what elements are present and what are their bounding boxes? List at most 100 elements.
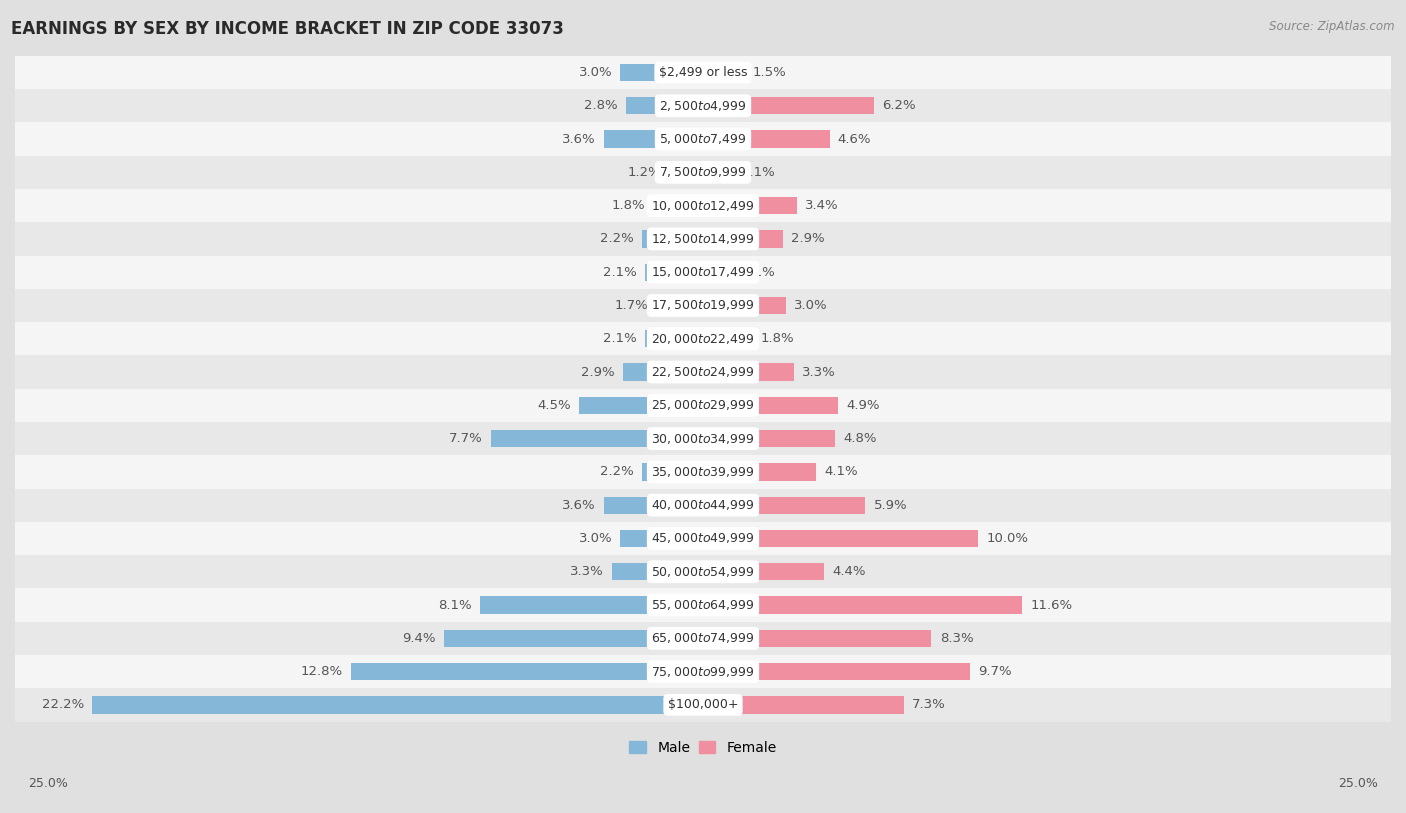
Text: 3.6%: 3.6% xyxy=(562,498,596,511)
Text: 12.8%: 12.8% xyxy=(301,665,343,678)
Bar xyxy=(579,397,703,414)
Text: 8.1%: 8.1% xyxy=(439,598,472,611)
Bar xyxy=(605,130,703,148)
Text: 6.2%: 6.2% xyxy=(882,99,915,112)
Text: 4.4%: 4.4% xyxy=(832,565,866,578)
Text: 3.0%: 3.0% xyxy=(578,532,612,545)
Text: $55,000 to $64,999: $55,000 to $64,999 xyxy=(651,598,755,612)
Text: 1.7%: 1.7% xyxy=(614,299,648,312)
Bar xyxy=(350,663,703,680)
Bar xyxy=(15,455,1391,489)
Bar xyxy=(15,489,1391,522)
Text: $100,000+: $100,000+ xyxy=(668,698,738,711)
Text: $10,000 to $12,499: $10,000 to $12,499 xyxy=(651,198,755,213)
Bar xyxy=(703,363,794,380)
Legend: Male, Female: Male, Female xyxy=(624,735,782,760)
Text: $15,000 to $17,499: $15,000 to $17,499 xyxy=(651,265,755,279)
Bar xyxy=(15,189,1391,222)
Text: $25,000 to $29,999: $25,000 to $29,999 xyxy=(651,398,755,412)
Bar xyxy=(703,297,786,314)
Text: $2,500 to $4,999: $2,500 to $4,999 xyxy=(659,98,747,113)
Bar xyxy=(703,663,970,680)
Text: $35,000 to $39,999: $35,000 to $39,999 xyxy=(651,465,755,479)
Bar xyxy=(444,630,703,647)
Text: $7,500 to $9,999: $7,500 to $9,999 xyxy=(659,165,747,180)
Text: 1.8%: 1.8% xyxy=(761,333,794,346)
Bar xyxy=(703,330,752,347)
Bar xyxy=(15,655,1391,689)
Bar xyxy=(703,197,797,215)
Text: 25.0%: 25.0% xyxy=(1339,777,1378,790)
Text: $22,500 to $24,999: $22,500 to $24,999 xyxy=(651,365,755,379)
Bar xyxy=(15,56,1391,89)
Text: 10.0%: 10.0% xyxy=(987,532,1028,545)
Text: Source: ZipAtlas.com: Source: ZipAtlas.com xyxy=(1270,20,1395,33)
Text: 8.3%: 8.3% xyxy=(939,632,973,645)
Text: 4.6%: 4.6% xyxy=(838,133,872,146)
Bar xyxy=(15,389,1391,422)
Text: 1.1%: 1.1% xyxy=(741,166,775,179)
Text: $2,499 or less: $2,499 or less xyxy=(659,66,747,79)
Bar xyxy=(703,64,744,81)
Bar xyxy=(612,563,703,580)
Text: 4.8%: 4.8% xyxy=(844,433,877,446)
Text: 1.5%: 1.5% xyxy=(752,66,786,79)
Bar xyxy=(15,123,1391,156)
Text: 4.1%: 4.1% xyxy=(824,465,858,478)
Text: 3.6%: 3.6% xyxy=(562,133,596,146)
Bar xyxy=(703,230,783,248)
Bar xyxy=(15,355,1391,389)
Text: EARNINGS BY SEX BY INCOME BRACKET IN ZIP CODE 33073: EARNINGS BY SEX BY INCOME BRACKET IN ZIP… xyxy=(11,20,564,38)
Bar xyxy=(605,497,703,514)
Bar xyxy=(657,297,703,314)
Bar xyxy=(620,64,703,81)
Bar xyxy=(91,696,703,714)
Bar xyxy=(15,89,1391,123)
Bar xyxy=(620,530,703,547)
Bar xyxy=(703,130,830,148)
Text: $75,000 to $99,999: $75,000 to $99,999 xyxy=(651,664,755,679)
Text: 11.6%: 11.6% xyxy=(1031,598,1073,611)
Text: 7.7%: 7.7% xyxy=(449,433,482,446)
Text: 9.7%: 9.7% xyxy=(979,665,1012,678)
Bar xyxy=(15,422,1391,455)
Bar xyxy=(703,630,931,647)
Bar xyxy=(671,163,703,181)
Text: $12,500 to $14,999: $12,500 to $14,999 xyxy=(651,232,755,246)
Text: 2.2%: 2.2% xyxy=(600,233,634,246)
Text: 3.3%: 3.3% xyxy=(571,565,605,578)
Text: $20,000 to $22,499: $20,000 to $22,499 xyxy=(651,332,755,346)
Bar xyxy=(703,163,734,181)
Bar xyxy=(643,463,703,480)
Bar xyxy=(703,696,904,714)
Bar xyxy=(15,555,1391,589)
Bar xyxy=(15,222,1391,255)
Bar xyxy=(15,522,1391,555)
Text: 3.3%: 3.3% xyxy=(801,366,835,379)
Text: $50,000 to $54,999: $50,000 to $54,999 xyxy=(651,565,755,579)
Text: 2.1%: 2.1% xyxy=(603,333,637,346)
Bar xyxy=(15,322,1391,355)
Bar xyxy=(15,622,1391,655)
Text: 5.9%: 5.9% xyxy=(873,498,907,511)
Text: 2.8%: 2.8% xyxy=(583,99,617,112)
Bar xyxy=(491,430,703,447)
Text: $30,000 to $34,999: $30,000 to $34,999 xyxy=(651,432,755,446)
Text: 3.4%: 3.4% xyxy=(804,199,838,212)
Bar xyxy=(15,255,1391,289)
Bar xyxy=(623,363,703,380)
Text: 2.2%: 2.2% xyxy=(600,465,634,478)
Bar xyxy=(703,463,815,480)
Bar xyxy=(479,597,703,614)
Bar xyxy=(15,689,1391,722)
Text: 7.3%: 7.3% xyxy=(912,698,946,711)
Bar xyxy=(645,263,703,280)
Bar xyxy=(626,97,703,115)
Text: $40,000 to $44,999: $40,000 to $44,999 xyxy=(651,498,755,512)
Text: $5,000 to $7,499: $5,000 to $7,499 xyxy=(659,132,747,146)
Text: $17,500 to $19,999: $17,500 to $19,999 xyxy=(651,298,755,312)
Text: 1.2%: 1.2% xyxy=(628,166,662,179)
Text: $45,000 to $49,999: $45,000 to $49,999 xyxy=(651,532,755,546)
Bar xyxy=(15,589,1391,622)
Text: 2.9%: 2.9% xyxy=(581,366,614,379)
